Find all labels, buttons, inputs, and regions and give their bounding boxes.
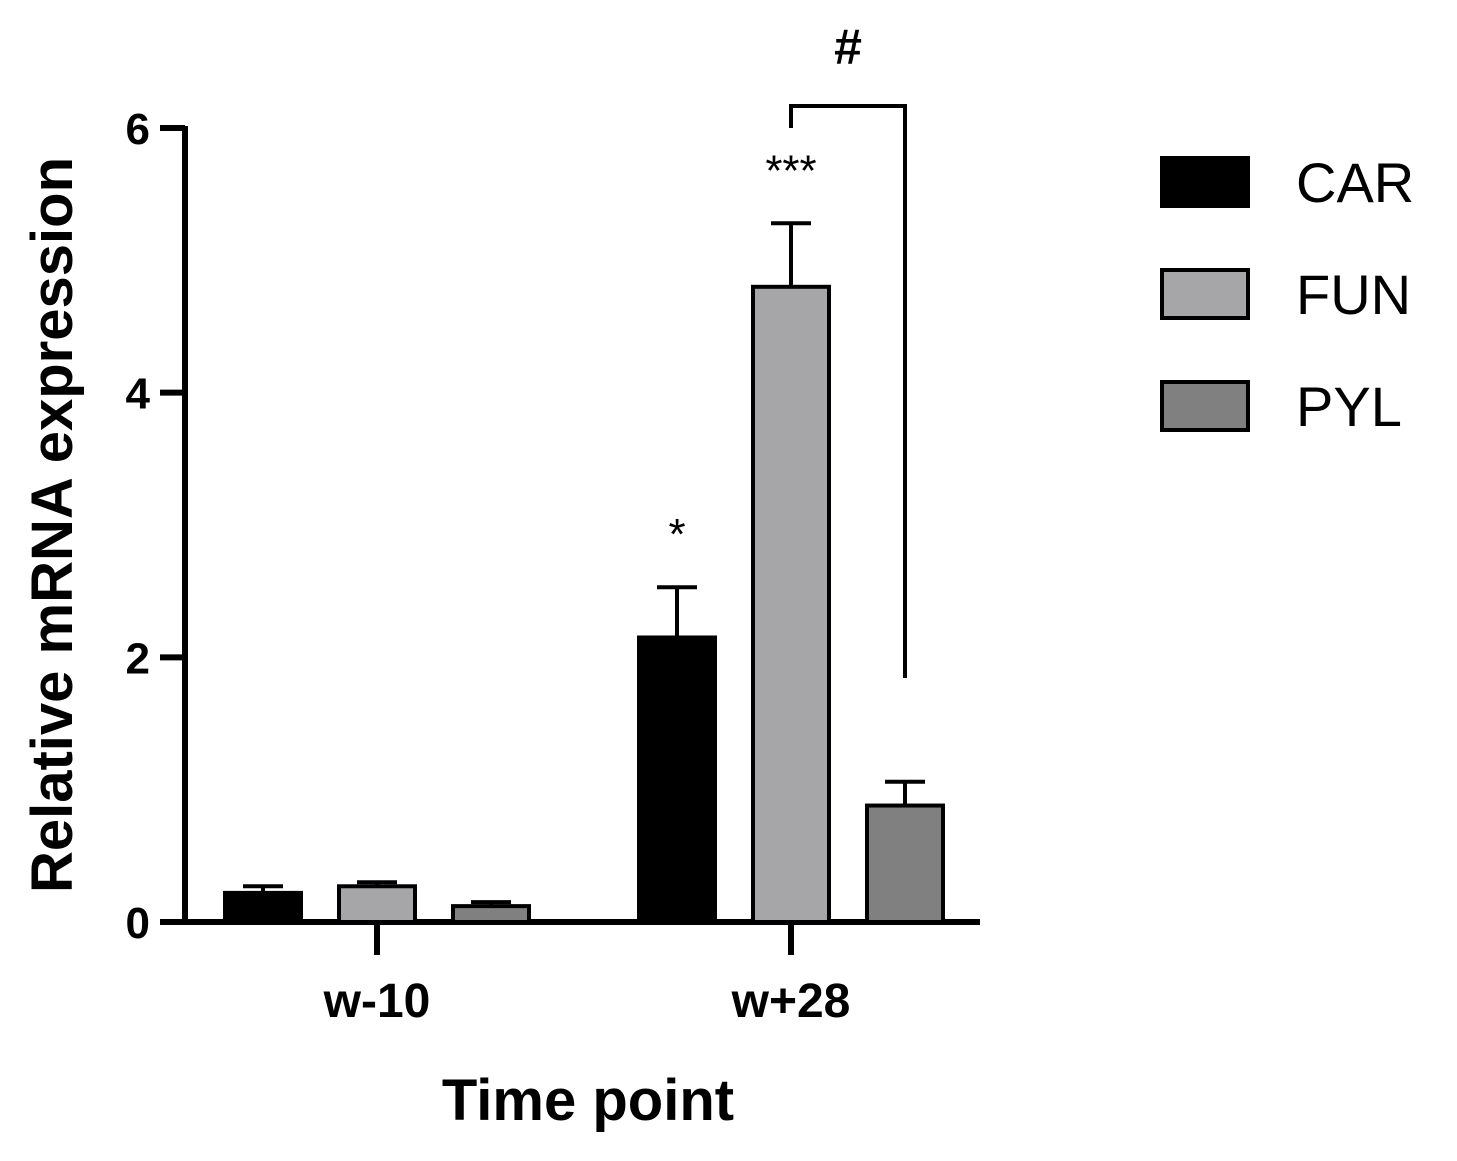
x-tick-label: w+28 <box>731 975 851 1028</box>
bar-pyl-w-10 <box>451 904 531 924</box>
legend-label-car: CAR <box>1296 151 1414 214</box>
y-tick-label: 4 <box>126 370 151 419</box>
legend-label-fun: FUN <box>1296 263 1411 326</box>
legend-swatch-fun <box>1160 268 1250 320</box>
x-axis-title: Time point <box>442 1068 734 1133</box>
bar-fun-w-10 <box>337 884 417 925</box>
y-tick-label: 6 <box>126 105 150 154</box>
y-axis-title: Relative mRNA expression <box>20 157 85 893</box>
error-bars <box>243 221 925 907</box>
bars <box>223 284 945 925</box>
y-tick-label: 0 <box>126 899 150 948</box>
x-tick-label: w-10 <box>323 975 431 1028</box>
bracket-label: # <box>834 19 862 75</box>
significance-marks: ****# <box>668 19 907 678</box>
y-ticks: 0 2 4 6 <box>126 105 185 948</box>
bar-car-w-10 <box>223 890 303 924</box>
y-tick-label: 2 <box>126 634 150 683</box>
legend-label-pyl: PYL <box>1296 375 1402 438</box>
comparison-bracket <box>789 104 907 678</box>
legend-swatch-car <box>1160 156 1250 208</box>
bar-car-w-28 <box>637 635 717 924</box>
significance-label: * <box>668 510 685 559</box>
bar-fun-w-28 <box>751 284 831 924</box>
legend: CAR FUN PYL <box>1160 151 1414 438</box>
bar-pyl-w-28 <box>865 803 945 925</box>
significance-label: *** <box>765 146 816 195</box>
legend-swatch-pyl <box>1160 380 1250 432</box>
x-groups: w-10 w+28 <box>323 922 851 1028</box>
